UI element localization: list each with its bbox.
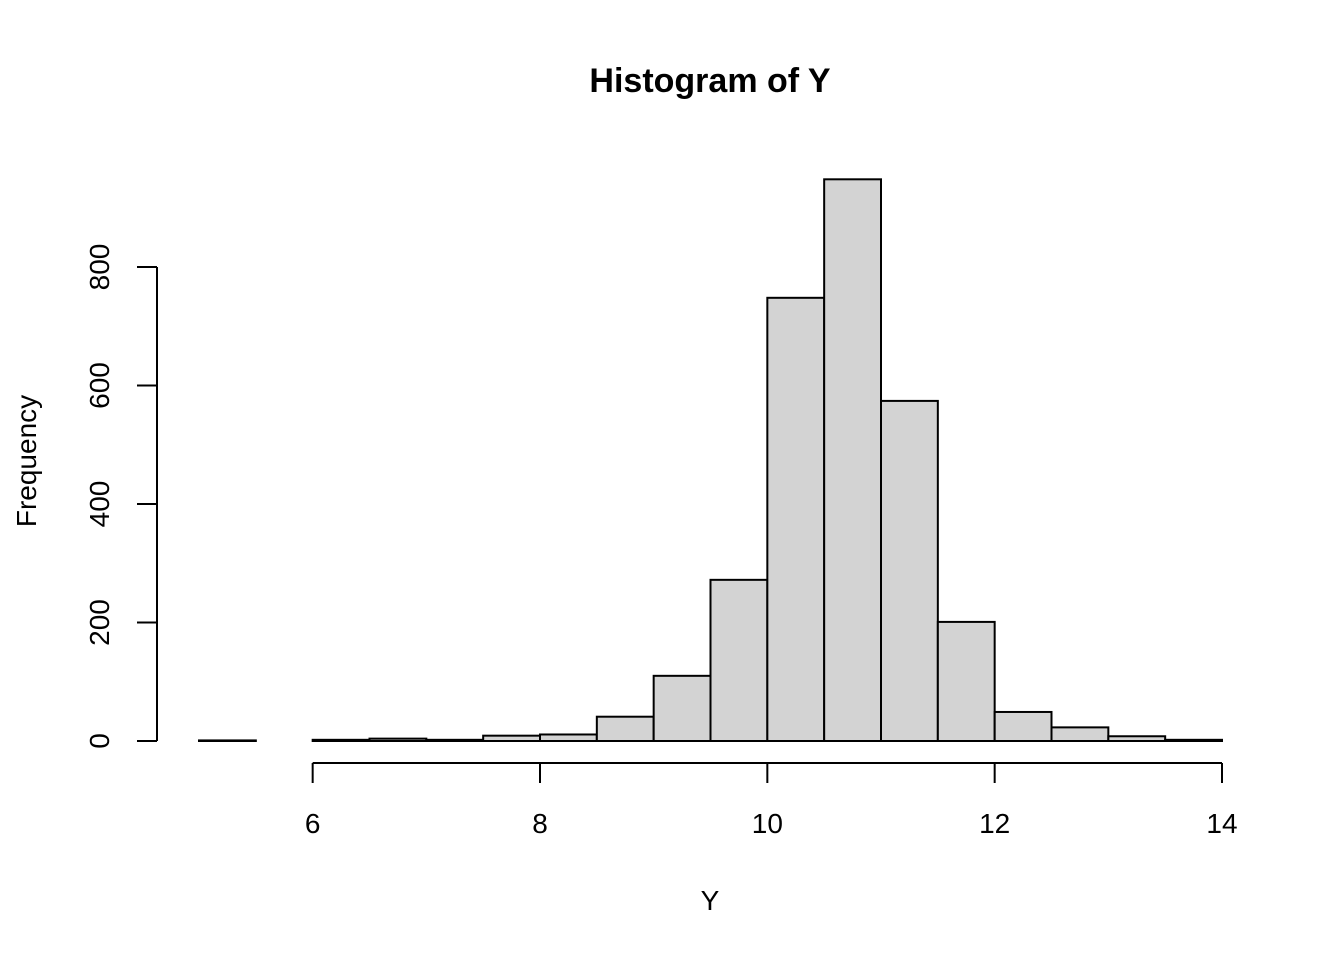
histogram-bar-10 [766,296,826,742]
y-tick-label: 600 [84,362,115,409]
histogram-bar-3 [368,737,428,743]
histogram-bar-6 [539,733,598,742]
chart-title: Histogram of Y [589,62,831,100]
histogram-bar-17 [1164,738,1223,743]
histogram-bar-16 [1107,735,1167,743]
x-tick-label: 10 [752,808,783,839]
histogram-bar-4 [425,738,485,743]
histogram-bar-14 [993,710,1053,743]
x-tick-label: 6 [305,808,321,839]
histogram-bar-11 [823,178,883,742]
x-tick-label: 8 [532,808,548,839]
histogram-bar-2 [311,738,371,743]
y-axis-label: Frequency [11,395,42,527]
y-tick-label: 0 [84,733,115,749]
y-axis: 0 200 400 600 800 [84,244,158,749]
x-axis: 6 8 10 12 14 [305,762,1238,839]
histogram-bar-0 [198,739,257,742]
y-tick-label: 400 [84,481,115,528]
histogram-bar-5 [482,734,541,742]
histogram-bar-12 [880,399,939,742]
x-axis-label: Y [701,885,720,916]
histogram-bar-8 [652,674,712,743]
x-tick-label: 14 [1206,808,1237,839]
histogram-bar-15 [1050,726,1110,742]
bars-group [198,178,1223,743]
histogram-bar-13 [936,620,996,742]
x-tick-label: 12 [979,808,1010,839]
y-tick-label: 800 [84,244,115,291]
y-tick-label: 200 [84,599,115,646]
histogram-bar-9 [709,578,769,743]
histogram-bar-7 [595,715,655,743]
